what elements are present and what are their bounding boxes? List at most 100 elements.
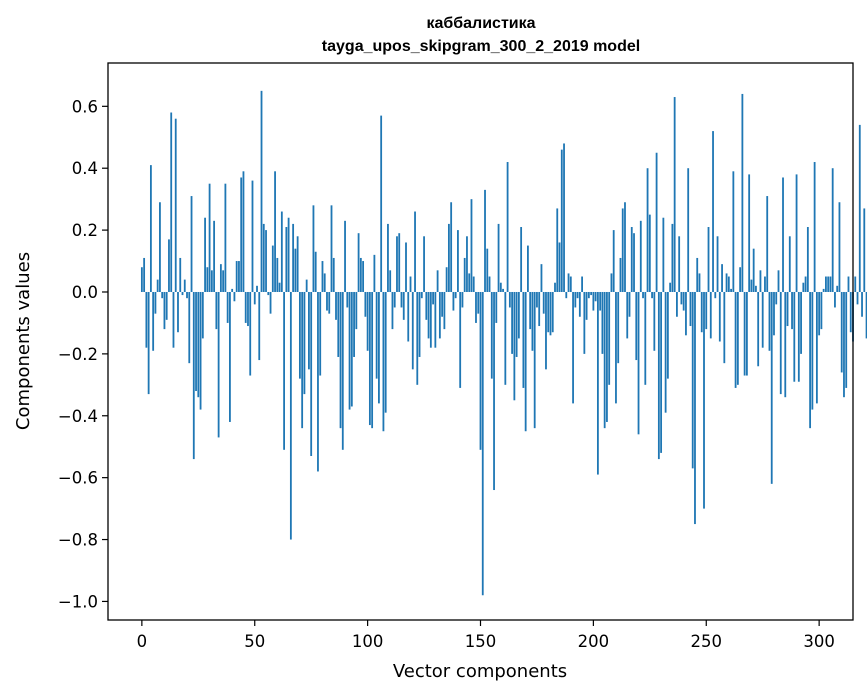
bar (610, 273, 613, 292)
bar (662, 217, 665, 292)
bar (590, 291, 593, 296)
bar (603, 291, 606, 429)
bar (260, 90, 263, 292)
bar (628, 291, 631, 317)
bar (321, 261, 324, 292)
bar (287, 217, 290, 292)
bar (393, 291, 396, 308)
bar (637, 291, 640, 435)
bar (470, 199, 473, 292)
bar (490, 291, 493, 379)
bar (405, 242, 407, 292)
x-tick-label: 300 (803, 632, 835, 651)
bar (831, 168, 834, 292)
bar (680, 291, 683, 305)
bar (646, 168, 649, 292)
bar (700, 291, 703, 333)
bar (786, 291, 789, 327)
x-tick-label: 50 (244, 632, 265, 651)
bar (238, 261, 240, 292)
bar (511, 291, 514, 354)
bar (567, 273, 570, 292)
bar (201, 291, 204, 339)
y-axis-label: Components values (13, 252, 34, 430)
bar (434, 291, 437, 348)
bar (502, 288, 504, 292)
bar (409, 276, 412, 292)
y-tick-label: −0.4 (58, 407, 98, 426)
x-axis: 0 50 100 150 200 250 300 (137, 620, 835, 651)
bar (357, 233, 360, 292)
bar (179, 257, 182, 292)
bar (542, 291, 545, 314)
bar (159, 202, 161, 292)
bar (660, 291, 663, 453)
bar (161, 291, 164, 299)
x-tick-label: 100 (352, 632, 384, 651)
bar (612, 230, 615, 292)
x-tick-label: 150 (465, 632, 497, 651)
bar (843, 291, 845, 398)
bar (418, 291, 421, 357)
bar (280, 211, 283, 292)
bar (653, 291, 656, 351)
bar (199, 291, 202, 410)
y-tick-label: 0.6 (72, 97, 98, 116)
bar (348, 291, 351, 410)
bar (768, 291, 771, 351)
bar (508, 291, 511, 308)
bar (154, 291, 157, 314)
bar (213, 220, 216, 292)
y-tick-label: 0.2 (72, 221, 98, 240)
bar (784, 291, 787, 398)
bar (427, 291, 430, 339)
bar (755, 285, 757, 292)
bar (691, 291, 694, 469)
bar (285, 227, 288, 292)
y-tick-label: 0.4 (72, 159, 98, 178)
bar (432, 291, 434, 305)
bar (601, 291, 604, 354)
bar (323, 273, 326, 292)
bar (849, 291, 852, 333)
bar (527, 245, 529, 292)
bar (847, 276, 850, 292)
bar (330, 205, 333, 292)
bar (436, 270, 439, 292)
bar (197, 291, 200, 398)
bar (574, 291, 577, 308)
bar (303, 291, 306, 395)
bar (183, 279, 186, 292)
bar (244, 291, 247, 323)
bar (195, 291, 197, 392)
bar (531, 291, 534, 351)
bar (606, 291, 608, 422)
bar (310, 291, 313, 456)
bar (341, 291, 344, 450)
bar (396, 236, 398, 292)
bar (472, 276, 475, 292)
bar (723, 291, 726, 364)
bar (554, 282, 556, 292)
bar (186, 291, 188, 299)
x-tick-label: 0 (137, 632, 148, 651)
bar (757, 291, 760, 367)
bar (648, 214, 651, 292)
bar (779, 291, 782, 395)
bar (251, 180, 254, 292)
bar (441, 291, 444, 317)
bar (375, 291, 378, 379)
bar (761, 291, 764, 348)
bar (240, 177, 243, 292)
bar (481, 291, 484, 596)
bar (371, 291, 374, 429)
bar (815, 291, 818, 404)
chart-subtitle: tayga_upos_skipgram_300_2_2019 model (322, 38, 640, 55)
bar (745, 291, 748, 376)
bar (224, 183, 227, 292)
bar (736, 291, 739, 385)
bar (838, 202, 841, 292)
bar (461, 291, 464, 308)
bar (457, 230, 459, 292)
bar (619, 257, 622, 292)
